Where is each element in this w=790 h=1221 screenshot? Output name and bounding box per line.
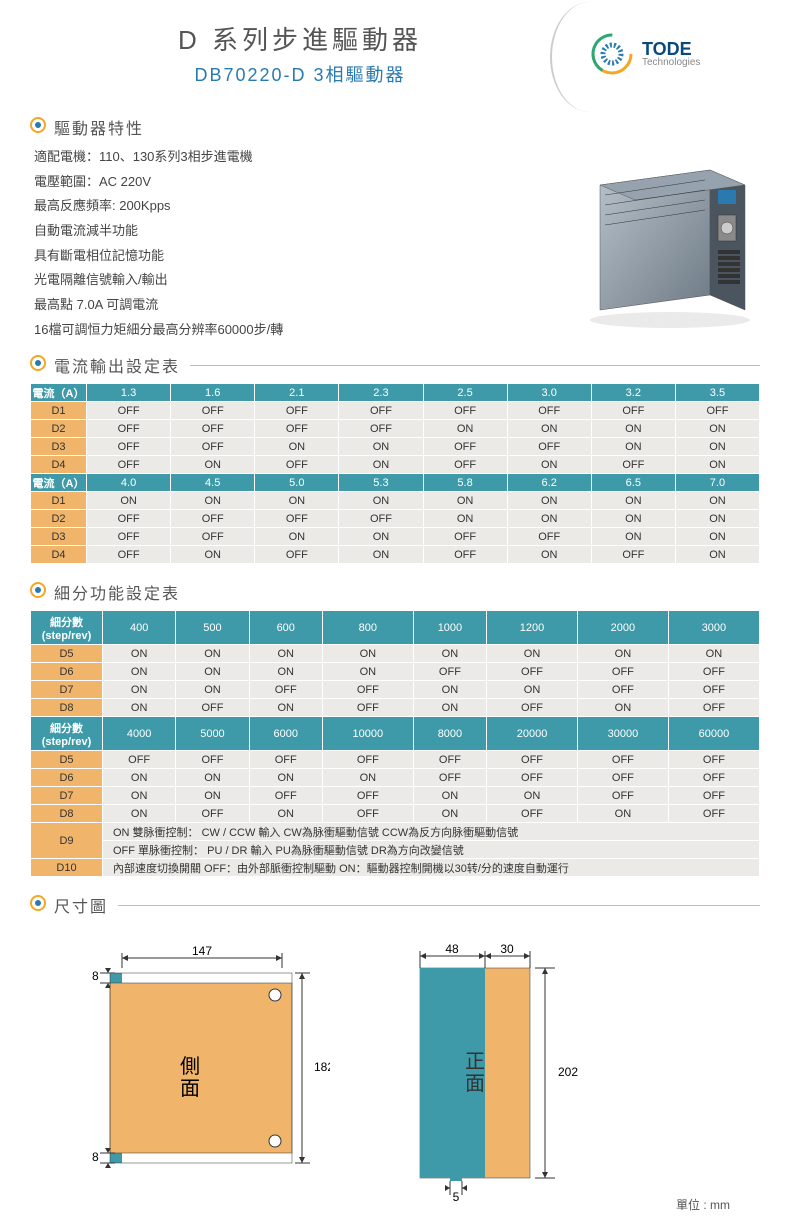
front-view-drawing: 48 30 正 面 202 5 xyxy=(390,943,620,1206)
svg-text:48: 48 xyxy=(445,943,459,956)
svg-text:5: 5 xyxy=(453,1190,460,1203)
section-heading-dimensions: 尺寸圖 xyxy=(30,893,760,917)
svg-text:面: 面 xyxy=(465,1073,485,1095)
svg-text:8: 8 xyxy=(92,969,99,983)
bullet-icon xyxy=(30,355,46,376)
current-table-section: 電流輸出設定表 電流（A）1.31.62.12.32.53.03.23.5D1O… xyxy=(0,353,790,572)
svg-text:正: 正 xyxy=(465,1051,485,1073)
svg-text:面: 面 xyxy=(180,1078,200,1100)
svg-text:182: 182 xyxy=(314,1060,330,1074)
bullet-icon xyxy=(30,895,46,916)
current-output-table: 電流（A）1.31.62.12.32.53.03.23.5D1OFFOFFOFF… xyxy=(30,383,760,564)
logo-block: TODE Technologies xyxy=(590,32,760,76)
svg-text:30: 30 xyxy=(500,943,514,956)
feature-item: 自動電流減半功能 xyxy=(34,219,560,244)
features-section: 驅動器特性 適配電機：110、130系列3相步進電機電壓範圍：AC 220V最高… xyxy=(0,107,790,353)
microstep-table: 細分數 (step/rev)40050060080010001200200030… xyxy=(30,610,760,877)
section-heading-microstep: 細分功能設定表 xyxy=(30,580,760,604)
section-heading-features: 驅動器特性 xyxy=(30,115,760,139)
microstep-table-section: 細分功能設定表 細分數 (step/rev)400500600800100012… xyxy=(0,572,790,885)
page-header: D 系列步進驅動器 DB70220-D 3相驅動器 TODE Technolog… xyxy=(0,0,790,107)
logo-icon xyxy=(590,32,634,76)
dimensions-section: 尺寸圖 147 8 xyxy=(0,885,790,1221)
feature-item: 最高反應頻率: 200Kpps xyxy=(34,194,560,219)
svg-text:側: 側 xyxy=(180,1055,200,1078)
feature-item: 最高點 7.0A 可調電流 xyxy=(34,293,560,318)
feature-list: 適配電機：110、130系列3相步進電機電壓範圍：AC 220V最高反應頻率: … xyxy=(30,145,560,345)
svg-text:147: 147 xyxy=(192,944,212,958)
svg-text:202: 202 xyxy=(558,1065,578,1079)
section-heading-current: 電流輸出設定表 xyxy=(30,353,760,377)
page-subtitle: DB70220-D 3相驅動器 xyxy=(10,61,590,87)
feature-item: 具有斷電相位記憶功能 xyxy=(34,244,560,269)
bullet-icon xyxy=(30,117,46,138)
logo-text: TODE Technologies xyxy=(642,40,700,68)
feature-item: 光電隔離信號輸入/輸出 xyxy=(34,268,560,293)
product-image xyxy=(560,145,760,345)
feature-item: 16檔可調恒力矩細分最高分辨率60000步/轉 xyxy=(34,318,560,343)
side-view-drawing: 147 8 側 面 xyxy=(70,943,330,1196)
header-titles: D 系列步進驅動器 DB70220-D 3相驅動器 xyxy=(10,20,590,87)
page-title: D 系列步進驅動器 xyxy=(10,20,590,57)
bullet-icon xyxy=(30,582,46,603)
svg-text:8: 8 xyxy=(92,1150,99,1164)
feature-item: 電壓範圍：AC 220V xyxy=(34,170,560,195)
feature-item: 適配電機：110、130系列3相步進電機 xyxy=(34,145,560,170)
